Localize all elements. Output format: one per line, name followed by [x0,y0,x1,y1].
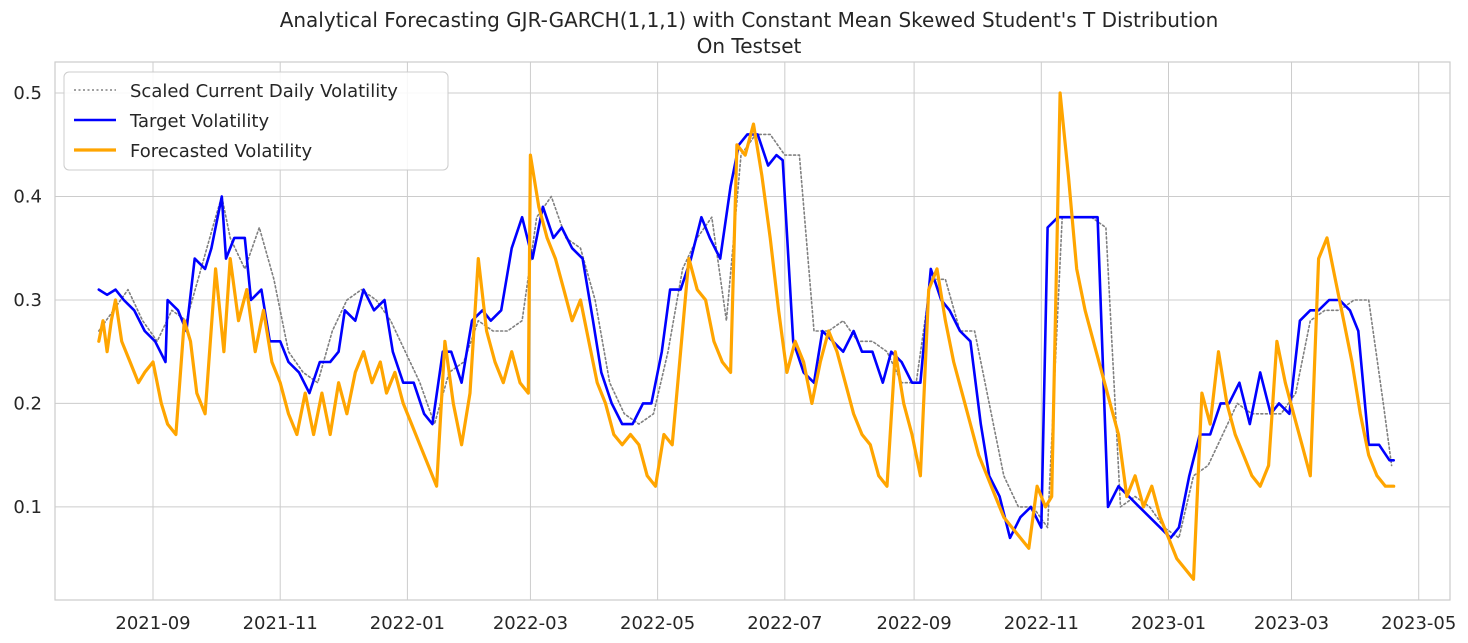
scaled-volatility-line [98,133,1393,539]
y-tick-label: 0.5 [13,83,42,104]
x-tick-label: 2022-03 [493,613,568,634]
x-tick-label: 2023-05 [1381,613,1456,634]
y-tick-label: 0.1 [13,497,42,518]
series-layer [97,91,1396,581]
legend-label-target: Target Volatility [129,111,269,132]
x-tick-label: 2023-01 [1131,613,1206,634]
plot-frame [54,61,1451,601]
y-tick-label: 0.4 [13,187,42,208]
grid-lines [55,62,1450,600]
legend-box [63,71,449,171]
y-tick-label: 0.3 [13,290,42,311]
legend-label-scaled: Scaled Current Daily Volatility [130,81,398,102]
tick-labels: 2021-09 2021-11 2022-01 2022-03 2022-05 2022-… [13,83,1456,634]
x-tick-label: 2022-09 [876,613,951,634]
x-tick-label: 2022-07 [747,613,822,634]
x-tick-label: 2022-11 [1004,613,1079,634]
forecasted-volatility-line [97,91,1396,581]
x-tick-label: 2022-05 [620,613,695,634]
x-tick-label: 2023-03 [1254,613,1329,634]
legend-label-forecast: Forecasted Volatility [130,141,312,162]
x-tick-label: 2021-11 [243,613,318,634]
legend: Scaled Current Daily Volatility Target V… [63,71,449,171]
chart-title: Analytical Forecasting GJR-GARCH(1,1,1) … [280,8,1219,32]
y-tick-label: 0.2 [13,393,42,414]
x-tick-label: 2021-09 [115,613,190,634]
x-tick-label: 2022-01 [370,613,445,634]
chart-subtitle: On Testset [697,34,802,58]
